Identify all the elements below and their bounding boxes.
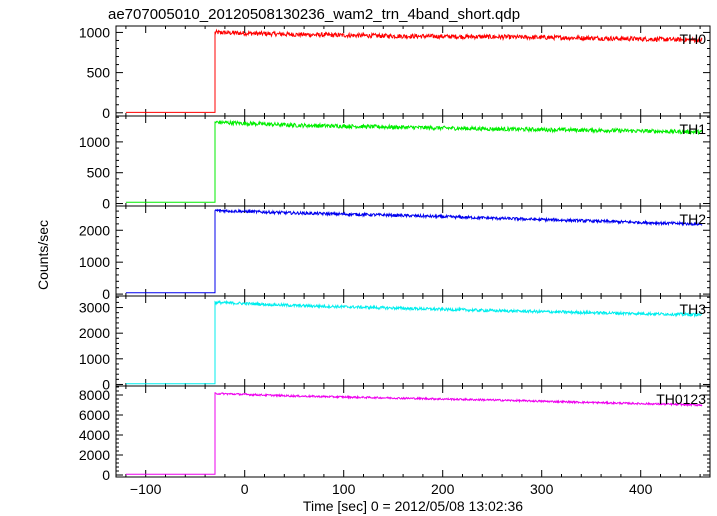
y-tick-label: 1000	[79, 24, 110, 40]
y-tick-label: 8000	[79, 387, 110, 403]
series-label-th0: TH0	[680, 31, 707, 47]
y-tick-label: 2000	[79, 325, 110, 341]
panel-th0: 0 500 1000 TH0	[79, 24, 711, 121]
x-tick-label: −100	[130, 481, 162, 497]
panel-frame	[115, 205, 711, 297]
x-tick-label: 300	[530, 481, 554, 497]
y-tick-label: 3000	[79, 300, 110, 316]
y-tick-label: 0	[102, 467, 110, 483]
y-tick-label: 0	[102, 286, 110, 302]
panel-th3: 0 1000 2000 3000 TH3	[79, 295, 711, 392]
panel-th1: 0 500 1000 TH1	[79, 115, 711, 212]
series-line-th3	[125, 299, 703, 385]
y-tick-label: 6000	[79, 407, 110, 423]
series-line-th0	[125, 28, 703, 113]
series-line-th0123	[125, 392, 703, 475]
x-tick-labels: −100 0 100 200 300 400	[130, 481, 653, 497]
y-tick-label: 1000	[79, 351, 110, 367]
y-tick-label: 1000	[79, 254, 110, 270]
series-line-th2	[125, 208, 703, 294]
y-tick-label: 1000	[79, 134, 110, 150]
y-tick-label: 0	[102, 105, 110, 121]
x-tick-label: 200	[431, 481, 455, 497]
y-tick-label: 0	[102, 196, 110, 212]
y-tick-label: 0	[102, 376, 110, 392]
panel-frame	[115, 115, 711, 207]
series-label-th3: TH3	[680, 301, 707, 317]
y-tick-label: 2000	[79, 447, 110, 463]
y-tick-label: 500	[87, 165, 111, 181]
chart-title: ae707005010_20120508130236_wam2_trn_4ban…	[108, 6, 520, 23]
y-tick-label: 500	[87, 65, 111, 81]
x-tick-label: 0	[241, 481, 249, 497]
x-axis-label: Time [sec] 0 = 2012/05/08 13:02:36	[303, 498, 523, 514]
x-tick-label: 100	[332, 481, 356, 497]
panel-th0123: 0 2000 4000 6000 8000 TH0123	[79, 385, 711, 483]
panel-th2: 0 1000 2000 TH2	[79, 205, 711, 302]
series-label-th1: TH1	[680, 121, 707, 137]
x-tick-label: 400	[629, 481, 653, 497]
y-tick-label: 4000	[79, 427, 110, 443]
series-label-th0123: TH0123	[656, 391, 706, 407]
y-tick-label: 2000	[79, 222, 110, 238]
series-line-th1	[125, 119, 703, 203]
panels-group: 0 500 1000 TH0 0 500 1000 TH1 0 1000 2000 TH2 0 1000 2…	[79, 24, 711, 483]
y-axis-label: Counts/sec	[35, 220, 51, 290]
panel-frame	[115, 385, 711, 478]
series-label-th2: TH2	[680, 211, 707, 227]
